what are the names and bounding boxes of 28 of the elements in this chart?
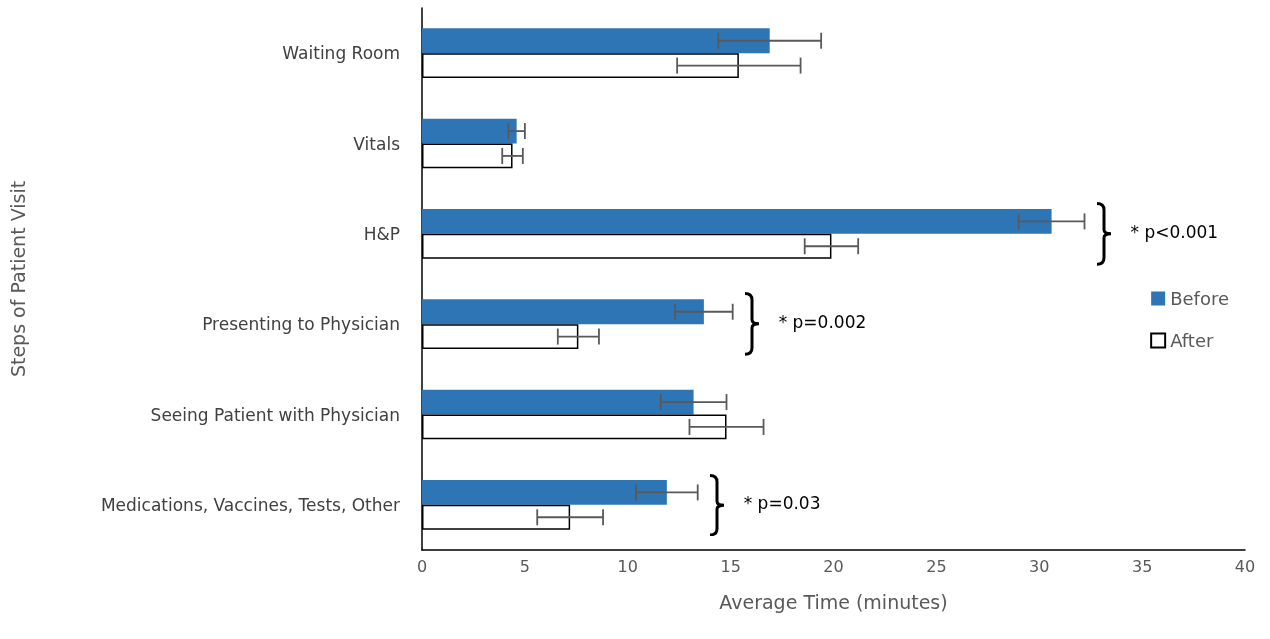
bar [422,299,704,325]
x-tick-label: 15 [720,556,741,576]
legend-label: Before [1170,288,1230,309]
y-tick-label: Medications, Vaccines, Tests, Other [100,494,400,515]
bar [422,389,694,415]
bar [422,118,517,144]
y-tick-label: H&P [363,223,400,244]
annotation: * p<0.001 [1130,221,1219,242]
x-axis-title: Average Time (minutes) [719,590,948,613]
x-tick-label: 10 [617,556,638,576]
annotation: * p=0.03 [743,492,821,513]
x-tick-label: 5 [519,556,530,576]
y-tick-label: Waiting Room [282,43,400,64]
x-tick-label: 35 [1131,556,1153,576]
x-tick-label: 20 [823,556,844,576]
legend-label: After [1170,330,1214,351]
y-tick-label: Presenting to Physician [202,314,400,335]
annotation: * p=0.002 [778,312,867,333]
bar [422,208,1052,234]
bar [422,28,770,54]
x-tick-label: 0 [416,556,428,576]
x-tick-label: 40 [1234,556,1256,576]
x-tick-label: 25 [926,556,947,576]
y-tick-label: Seeing Patient with Physician [150,404,400,425]
y-tick-label: Vitals [353,133,401,154]
bar [422,479,667,505]
y-axis-title: Steps of Patient Visit [6,180,29,378]
x-tick-label: 30 [1029,556,1050,576]
